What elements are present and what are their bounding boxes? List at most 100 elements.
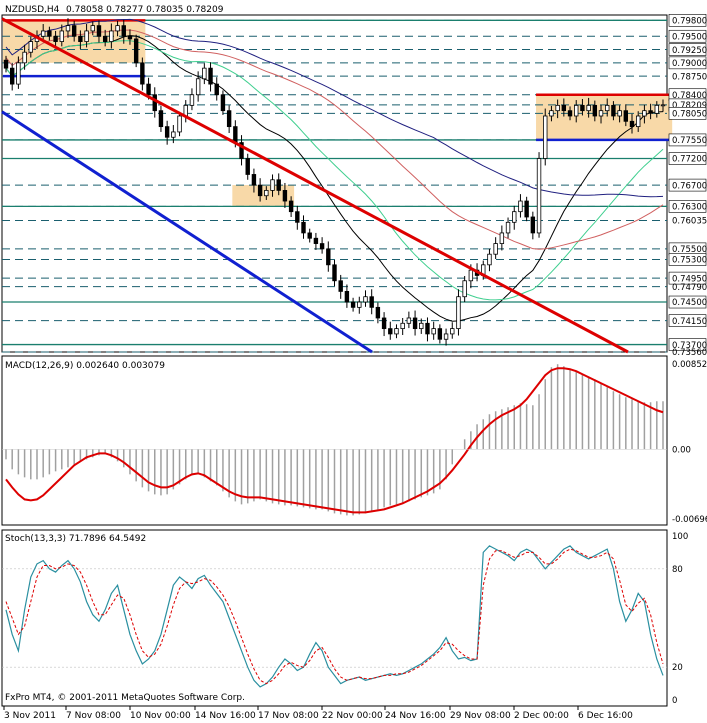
stoch-main-line [5,545,664,688]
candle-body [102,35,108,42]
candle-body [400,322,405,330]
price-tick-label: 0.76300 [672,203,707,213]
support-trendline [1,110,373,354]
candle-body [344,291,350,303]
candle-body [468,269,474,282]
price-tick-label: 0.79500 [672,32,707,42]
copyright-label: FxPro MT4, © 2001-2011 MetaQuotes Softwa… [5,693,245,703]
price-tick-label: 0.76700 [672,181,707,191]
price-tag-box [668,56,707,70]
candle-body [264,190,269,197]
candle-body [567,110,573,117]
candle-body [121,25,126,37]
candle-body [276,179,281,191]
candle-body [251,174,257,186]
candle-body [226,110,232,128]
candle-body [332,264,337,282]
candle-body [171,131,176,138]
candle-body [9,67,15,85]
candle-body [518,200,523,213]
price-tick-label: 0.75500 [672,245,707,255]
candle-body [295,211,300,223]
time-tick-label: 6 Dec 16:00 [578,711,633,721]
candle-body [59,30,64,42]
candle-body [586,104,591,112]
candle-body [406,317,412,324]
price-tick-label: 0.78750 [672,72,707,82]
stoch-signal-line [5,548,664,685]
time-tick-label: 14 Nov 16:00 [195,711,256,721]
candle-body [543,115,548,159]
price-tick-label: 0.78209 [672,101,707,111]
candle-body [412,317,418,330]
price-tick-label: 0.79250 [672,46,707,56]
candle-body [443,333,449,340]
time-tick-label: 10 Nov 00:00 [130,711,191,721]
candle-body [164,126,170,138]
candle-body [307,232,312,239]
candle-body [636,115,641,128]
time-tick-label: 2 Dec 00:00 [514,711,569,721]
candle-body [47,30,52,37]
stoch-tick-label: 0 [672,696,677,706]
macd-panel[interactable]: 0.00852 0.00 -0.00696 [1,355,707,526]
time-axis: 3 Nov 2011 7 Nov 08:00 10 Nov 00:00 14 Nov … [3,706,633,721]
stoch-frame [1,529,668,707]
candle-body [233,126,238,143]
candle-body [115,25,120,32]
price-tick-label: 0.75300 [672,256,707,266]
price-tag-box [668,29,707,43]
price-tag-box [668,271,707,285]
candle-body [214,83,219,96]
candle-body [512,211,517,223]
price-tick-label: 0.77200 [672,155,707,165]
price-tick-label: 0.73700 [672,341,707,351]
candle-body [158,110,164,128]
stoch-tick-label: 100 [672,532,688,542]
ma-black-line [5,35,664,322]
candle-body [239,142,244,159]
stochastic-panel[interactable]: 100 80 20 0 [1,529,688,707]
candle-body [96,25,102,37]
candle-body [549,110,554,117]
candle-body [257,184,263,197]
candle-body [450,328,455,335]
candle-body [282,190,288,202]
price-tick-label: 0.79800 [672,17,707,27]
candle-body [660,104,666,107]
candle-body [177,115,182,133]
candle-body [326,248,331,266]
time-tick-label: 22 Nov 00:00 [322,711,383,721]
candle-body [133,38,139,64]
price-panel[interactable]: 0.79800 0.79500 0.79250 0.79000 0.78750 0.784… [1,14,707,358]
price-tick-label: 0.79000 [672,59,707,69]
price-tick-label: 0.74950 [672,274,707,284]
candle-body [592,104,598,117]
candle-body [195,78,201,96]
highlight-box [536,94,673,140]
candle-body [648,110,653,114]
candle-body [462,280,467,298]
candle-body [437,328,443,340]
candle-body [642,110,647,117]
price-tag-box [668,338,707,351]
macd-label: MACD(12,26,9) 0.002640 0.003079 [5,361,165,371]
candle-body [140,62,145,85]
time-tick-label: 7 Nov 08:00 [66,711,121,721]
price-tag-box [668,178,707,192]
candle-body [53,35,58,42]
candle-body [493,243,498,255]
candle-body [301,221,306,234]
time-tick-label: 24 Nov 16:00 [385,711,446,721]
candle-body [245,158,250,175]
candle-body [22,51,27,64]
ma-green-line [5,40,664,301]
stoch-tick-label: 80 [672,565,683,575]
ohlc-label: 0.78058 0.78277 0.78035 0.78209 [66,5,224,15]
candle-body [580,104,585,112]
candle-body [419,322,424,330]
candle-body [189,94,195,106]
price-tag-box [668,200,707,213]
candle-body [127,35,133,40]
